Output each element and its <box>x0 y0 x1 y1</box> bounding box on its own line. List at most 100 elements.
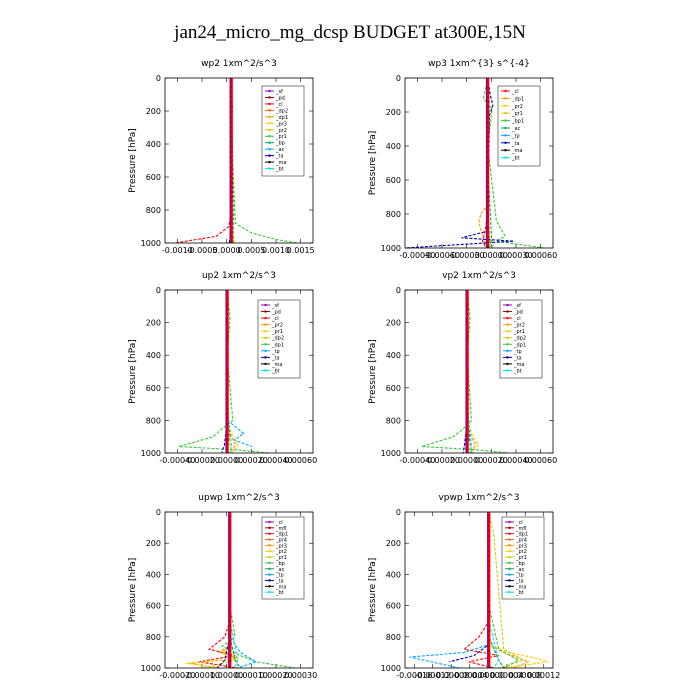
zero-line-marker <box>487 624 490 628</box>
legend-marker <box>508 532 511 535</box>
legend-label: _pr2 <box>275 128 287 134</box>
zero-line-marker <box>466 432 469 436</box>
legend-label: _pr3 <box>275 121 287 127</box>
zero-line-marker <box>230 80 233 84</box>
legend: _cl_mfl_dp1_pr4_pr3_pr2_pr1_bp_ac_tp_ta_… <box>501 516 545 600</box>
zero-line-marker <box>230 240 233 244</box>
zero-line-marker <box>466 437 469 441</box>
legend-label: _pr1 <box>275 555 287 561</box>
zero-line-marker <box>466 342 469 346</box>
legend-marker <box>504 119 507 122</box>
zero-line-marker <box>486 175 489 179</box>
legend-marker <box>504 156 507 159</box>
x-tick-label: 0.00012 <box>527 671 560 680</box>
zero-line-marker <box>466 297 469 301</box>
zero-line-marker <box>228 529 232 533</box>
x-tick-label: 0.00060 <box>524 456 557 465</box>
plot-frame <box>404 511 554 669</box>
zero-line-marker <box>230 85 233 89</box>
zero-line-marker <box>487 564 490 568</box>
zero-line-marker <box>487 514 490 518</box>
zero-line-marker <box>228 574 232 578</box>
y-tick-label: 0 <box>396 508 401 517</box>
legend-label: _ac <box>275 147 285 153</box>
zero-line-marker <box>486 190 489 194</box>
zero-line-marker <box>226 307 229 311</box>
zero-line-marker <box>228 514 232 518</box>
x-tick-label: 0.00000 <box>472 671 505 680</box>
zero-line-marker <box>226 362 229 366</box>
legend-marker <box>268 590 271 594</box>
x-tick-label: -0.00090 <box>399 251 435 260</box>
zero-line-marker <box>228 594 232 598</box>
legend-marker <box>268 154 271 157</box>
legend-marker <box>268 141 271 144</box>
zero-line-marker <box>466 362 469 366</box>
zero-line-marker <box>226 442 229 446</box>
legend-marker <box>506 336 509 339</box>
x-tick-label: -0.00030 <box>449 251 485 260</box>
zero-line-marker <box>226 292 229 296</box>
legend-marker <box>508 585 511 588</box>
legend-label: _ma <box>513 362 524 368</box>
legend-marker <box>268 585 271 588</box>
y-axis-label: Pressure [hPa] <box>368 131 378 196</box>
zero-line-marker <box>228 564 232 568</box>
y-tick-label: 400 <box>146 351 161 360</box>
zero-line-marker <box>230 145 233 149</box>
legend-label: _ta <box>275 154 284 160</box>
zero-line-marker <box>486 200 489 204</box>
zero-line-marker <box>487 519 490 523</box>
legend-label: _ma <box>515 584 526 590</box>
zero-line-marker <box>230 220 233 224</box>
legend-label: _ta <box>271 355 280 361</box>
y-axis-label: Pressure [hPa] <box>128 558 138 623</box>
x-tick-label: 0.00010 <box>235 671 268 680</box>
y-tick-label: 1000 <box>381 244 401 253</box>
legend-marker <box>508 561 511 565</box>
zero-line-marker <box>487 594 490 598</box>
legend-marker <box>268 573 271 576</box>
legend-label: _ta <box>513 355 522 361</box>
series-line <box>488 512 520 669</box>
zero-line-marker <box>228 644 232 648</box>
zero-line-marker <box>230 210 233 214</box>
zero-line-marker <box>487 644 490 648</box>
zero-line-marker <box>486 120 489 124</box>
x-tick-label: 0.00040 <box>499 456 532 465</box>
legend-marker <box>264 316 267 320</box>
zero-line-marker <box>486 245 489 249</box>
legend-marker <box>504 112 507 115</box>
y-axis-label: Pressure [hPa] <box>128 128 138 193</box>
series-line <box>229 512 258 669</box>
legend-label: _bp <box>275 141 285 147</box>
legend-marker <box>504 134 507 137</box>
zero-line-marker <box>486 185 489 189</box>
legend-marker <box>268 96 271 99</box>
zero-line-marker <box>487 524 490 528</box>
legend-marker <box>508 538 511 541</box>
zero-line-marker <box>228 539 232 543</box>
series-line <box>226 290 253 448</box>
x-tick-label: -0.00040 <box>159 456 195 465</box>
chart-panel-5: upwp 1xm^2/s^3 Pressure [hPa] 0 200 400 600 80… <box>128 493 317 680</box>
series-line <box>175 78 232 244</box>
zero-line-marker <box>486 105 489 109</box>
zero-line-marker <box>466 322 469 326</box>
x-tick-label: -0.00060 <box>424 251 460 260</box>
legend-marker <box>268 538 271 541</box>
zero-line-marker <box>486 80 489 84</box>
zero-line-marker <box>226 327 229 331</box>
zero-line-marker <box>228 654 232 658</box>
legend-marker <box>264 310 267 313</box>
zero-line-marker <box>466 312 469 316</box>
legend: _sf_pd_cl_pr2_pr1_dp2_dp1_tp_ta_ma_bt <box>499 299 543 379</box>
legend-marker <box>268 102 271 106</box>
zero-line-marker <box>487 559 490 563</box>
legend-marker <box>268 167 271 170</box>
zero-line-marker <box>230 100 233 104</box>
legend-marker <box>504 149 507 152</box>
zero-line-marker <box>226 302 229 306</box>
zero-line-marker <box>487 604 490 608</box>
panel-title: wp2 1xm^2/s^3 <box>201 59 277 69</box>
